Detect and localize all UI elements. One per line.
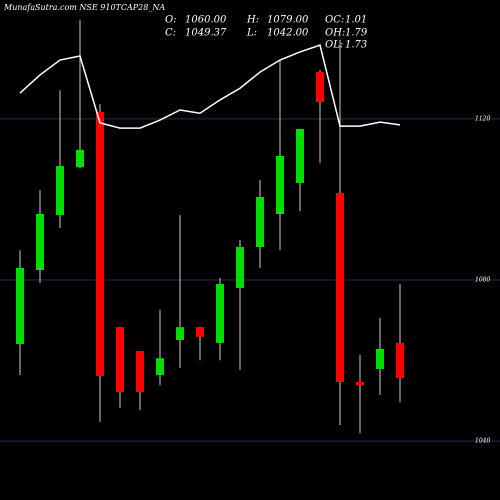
candle-body	[316, 72, 324, 102]
candle-body	[76, 149, 84, 168]
info-value: 1.01	[345, 15, 367, 26]
candle-body	[276, 155, 284, 214]
candle-body	[356, 381, 364, 386]
info-label: OH:	[325, 28, 345, 39]
candle-body	[396, 342, 404, 378]
y-tick-label: 1040	[475, 438, 490, 445]
chart-title: MunafaSutra.com NSE 910TCAP28_NA	[3, 3, 165, 12]
candle-body	[236, 246, 244, 289]
info-label: O:	[165, 15, 177, 26]
info-value: 1049.37	[185, 28, 227, 39]
candle-body	[376, 348, 384, 370]
candle-body	[176, 327, 184, 341]
info-value: 1.79	[345, 28, 368, 39]
candle-body	[156, 358, 164, 376]
y-tick-label: 1120	[475, 115, 490, 122]
candle-body	[196, 327, 204, 337]
candle-body	[136, 350, 144, 393]
candle-body	[56, 165, 64, 216]
candle-body	[96, 112, 104, 376]
info-label: C:	[165, 28, 176, 39]
candle-body	[336, 192, 344, 382]
info-value: 1042.00	[267, 28, 309, 39]
candle-body	[216, 284, 224, 343]
info-label: OL:	[325, 40, 343, 51]
info-value: 1060.00	[185, 15, 227, 26]
candle-body	[36, 213, 44, 270]
y-tick-label: 1080	[475, 277, 490, 284]
candle-body	[116, 327, 124, 393]
info-value: 1079.00	[267, 15, 309, 26]
info-value: 1.73	[345, 40, 367, 51]
candle-body	[296, 128, 304, 183]
candle-body	[16, 267, 24, 345]
info-label: H:	[246, 15, 259, 26]
info-label: OC:	[325, 15, 344, 26]
indicator-line	[19, 44, 401, 129]
candle-body	[256, 197, 264, 247]
info-label: L:	[246, 28, 257, 39]
